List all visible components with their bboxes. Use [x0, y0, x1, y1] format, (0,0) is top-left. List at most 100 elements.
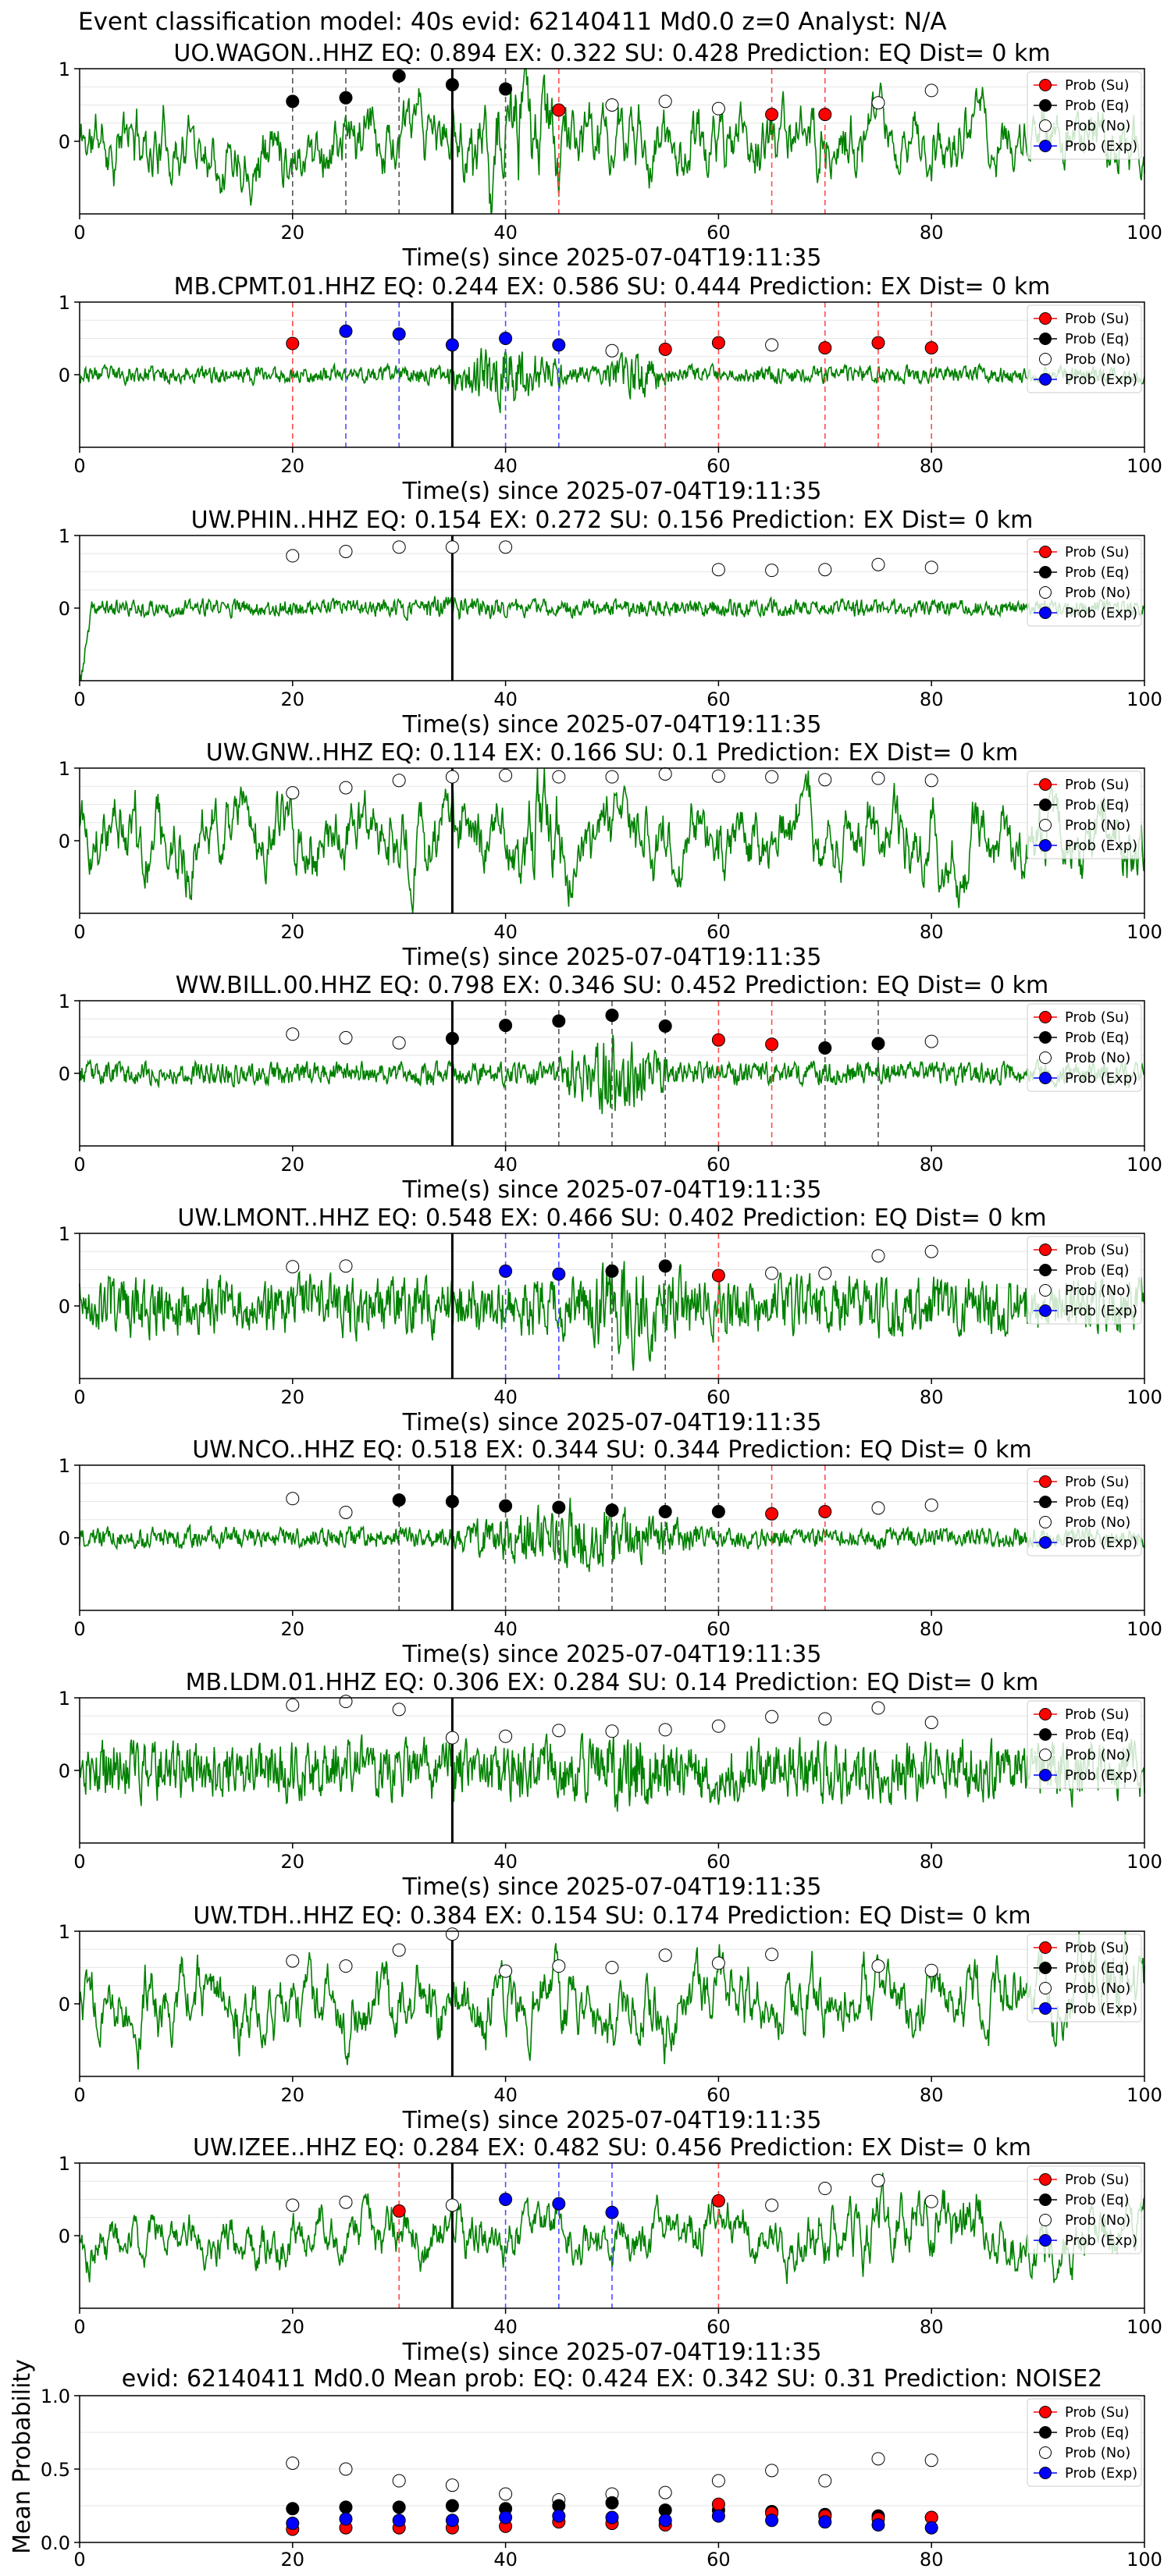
legend-marker — [1039, 79, 1052, 91]
legend-marker — [1039, 1769, 1052, 1781]
legend-marker — [1039, 778, 1052, 791]
legend-marker — [1039, 799, 1052, 811]
y-tick-label: 0 — [59, 1760, 70, 1782]
x-tick-label: 100 — [1127, 921, 1162, 943]
prob-point — [339, 1030, 353, 1044]
prob-point — [552, 1500, 566, 1514]
y-tick-label: 1 — [59, 1688, 70, 1710]
x-tick-label: 60 — [707, 921, 731, 943]
x-tick-label: 80 — [920, 2316, 944, 2338]
prob-point — [286, 786, 300, 800]
legend-marker — [1039, 819, 1052, 831]
prob-point — [445, 1927, 459, 1941]
x-tick-label: 0 — [73, 2316, 85, 2338]
x-tick-label: 60 — [707, 2549, 731, 2571]
legend-entry: Prob (No) — [1065, 1747, 1130, 1763]
prob-point — [818, 108, 832, 122]
panel-title: UO.WAGON..HHZ EQ: 0.894 EX: 0.322 SU: 0.… — [173, 40, 1050, 67]
prob-point — [339, 781, 353, 795]
legend-marker — [1039, 1941, 1052, 1954]
x-tick-label: 100 — [1127, 222, 1162, 244]
y-tick-label: 0 — [59, 2226, 70, 2247]
y-tick-label: 0.5 — [41, 2459, 70, 2481]
prob-point — [711, 563, 725, 577]
x-tick-label: 100 — [1127, 1618, 1162, 1640]
x-tick-label: 100 — [1127, 455, 1162, 477]
x-tick-label: 20 — [281, 455, 305, 477]
prob-point — [552, 1267, 566, 1281]
prob-point — [711, 1033, 725, 1047]
legend-entry: Prob (Exp) — [1065, 2465, 1137, 2482]
legend-marker — [1039, 1304, 1052, 1317]
y-tick-label: 0 — [59, 598, 70, 620]
page-title: Event classification model: 40s evid: 62… — [78, 8, 947, 36]
mean-prob-point — [286, 2502, 300, 2516]
prob-point — [339, 1505, 353, 1519]
prob-point — [871, 336, 885, 350]
prob-point — [499, 540, 513, 554]
x-axis-label: Time(s) since 2025-07-04T19:11:35 — [402, 1409, 822, 1436]
mean-prob-point — [765, 2514, 779, 2528]
prob-point — [658, 767, 672, 781]
x-tick-label: 40 — [493, 1618, 518, 1640]
x-tick-label: 40 — [493, 2316, 518, 2338]
x-tick-label: 40 — [493, 921, 518, 943]
legend-marker — [1039, 1051, 1052, 1064]
legend-entry: Prob (Su) — [1065, 1474, 1130, 1490]
prob-point — [818, 341, 832, 355]
prob-point — [924, 560, 938, 575]
prob-point — [445, 770, 459, 784]
prob-point — [392, 1943, 406, 1957]
panel-title: evid: 62140411 Md0.0 Mean prob: EQ: 0.42… — [122, 2365, 1103, 2393]
prob-point — [871, 1037, 885, 1051]
prob-point — [818, 773, 832, 787]
prob-point — [871, 96, 885, 110]
legend-marker — [1039, 2173, 1052, 2186]
y-tick-label: 0 — [59, 131, 70, 153]
prob-point — [765, 1948, 779, 1962]
legend-marker — [1039, 373, 1052, 386]
legend-marker — [1039, 1031, 1052, 1044]
x-tick-label: 80 — [920, 1386, 944, 1408]
prob-point — [605, 1009, 619, 1023]
x-tick-label: 20 — [281, 921, 305, 943]
y-tick-label: 0 — [59, 1994, 70, 2016]
panel-title: UW.TDH..HHZ EQ: 0.384 EX: 0.154 SU: 0.17… — [193, 1902, 1030, 1930]
prob-point — [286, 2198, 300, 2212]
x-tick-label: 20 — [281, 2549, 305, 2571]
prob-point — [658, 1505, 672, 1519]
legend-entry: Prob (Su) — [1065, 1242, 1130, 1258]
legend-marker — [1039, 1962, 1052, 1974]
legend-entry: Prob (Eq) — [1065, 2192, 1130, 2208]
legend-entry: Prob (Exp) — [1065, 2001, 1137, 2017]
x-tick-label: 20 — [281, 222, 305, 244]
mean-prob-point — [658, 2485, 672, 2500]
prob-point — [924, 774, 938, 788]
legend-marker — [1039, 333, 1052, 345]
mean-prob-point — [339, 2462, 353, 2476]
mean-prob-point — [445, 2499, 459, 2513]
legend-entry: Prob (No) — [1065, 2445, 1130, 2461]
prob-point — [499, 768, 513, 782]
x-tick-label: 40 — [493, 222, 518, 244]
legend-marker — [1039, 1475, 1052, 1488]
x-axis-label: Time(s) since 2025-07-04T19:11:35 — [402, 1873, 822, 1901]
legend-marker — [1039, 2426, 1052, 2439]
panel-title: MB.CPMT.01.HHZ EQ: 0.244 EX: 0.586 SU: 0… — [174, 273, 1051, 301]
prob-point — [924, 1244, 938, 1258]
waveform-trace — [79, 596, 1145, 681]
legend-entry: Prob (Su) — [1065, 1706, 1130, 1723]
x-tick-label: 80 — [920, 1154, 944, 1176]
x-axis-label: Time(s) since 2025-07-04T19:11:35 — [402, 2107, 822, 2134]
x-axis-label: Time(s) since 2025-07-04T19:11:35 — [402, 1176, 822, 1204]
x-tick-label: 20 — [281, 1154, 305, 1176]
legend-entry: Prob (Eq) — [1065, 98, 1130, 114]
prob-point — [711, 1505, 725, 1519]
legend-marker — [1039, 1516, 1052, 1528]
legend-box — [1027, 1236, 1142, 1325]
x-tick-label: 60 — [707, 1386, 731, 1408]
x-axis-label: Time(s) since 2025-07-04T19:11:35 — [402, 1641, 822, 1668]
prob-point — [818, 563, 832, 577]
mean-prob-point — [605, 2510, 619, 2524]
prob-point — [499, 2193, 513, 2206]
